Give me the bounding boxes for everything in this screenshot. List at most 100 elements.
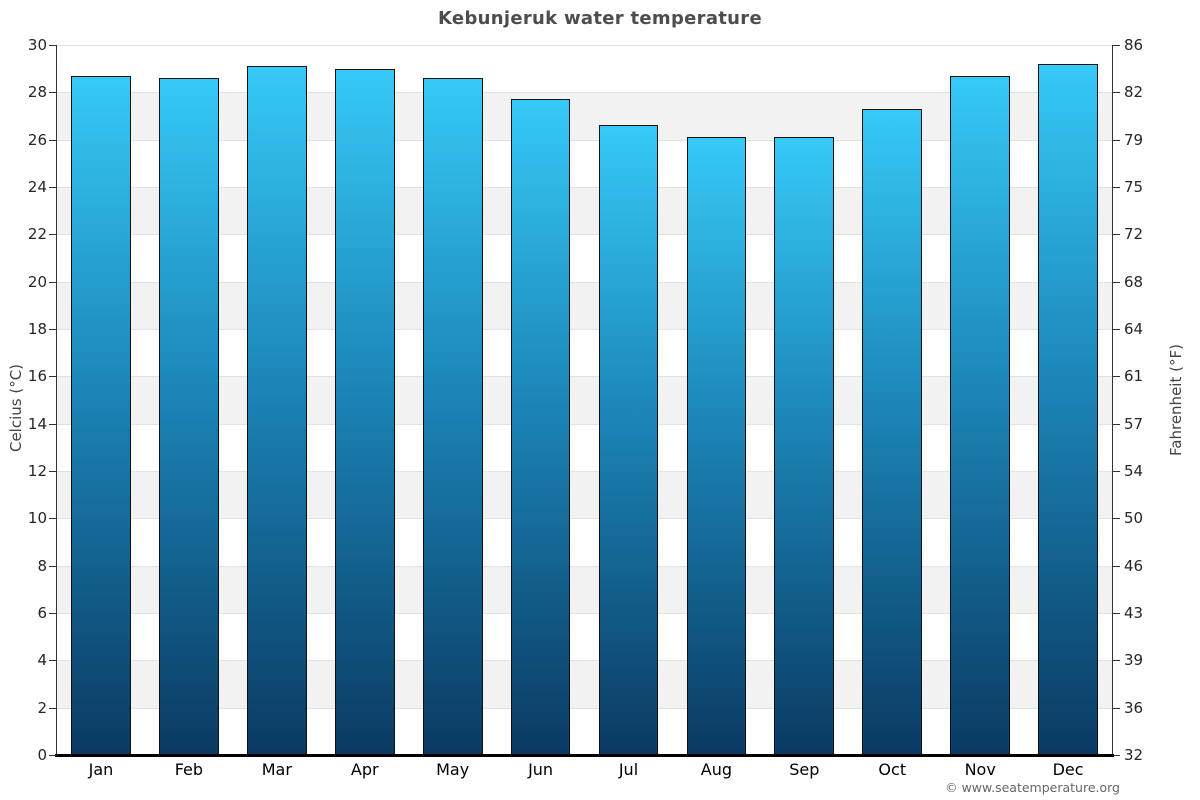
grid-band <box>57 707 1112 755</box>
month-label-jul: Jul <box>618 760 639 779</box>
temperature-bar-mar <box>246 66 307 755</box>
grid-band <box>57 92 1112 140</box>
celsius-tick-mark <box>49 423 56 425</box>
month-labels: Jan Feb Mar Apr May Jun Jul Aug Sep Oct Nov Dec <box>57 760 1112 779</box>
celsius-tick-mark <box>49 565 56 567</box>
temperature-bar-jun <box>510 99 571 755</box>
temperature-bar-jan <box>71 75 131 755</box>
celsius-tick-label: 20 <box>27 272 47 291</box>
left-axis-line <box>56 45 57 755</box>
grid-band <box>57 423 1112 471</box>
month-label-feb: Feb <box>174 760 204 779</box>
grid-bands <box>57 45 1112 755</box>
celsius-tick-mark <box>49 92 56 94</box>
grid-band <box>57 518 1112 566</box>
grid-band <box>57 186 1112 235</box>
fahrenheit-tick-mark <box>1113 281 1120 283</box>
fahrenheit-tick-label: 86 <box>1124 36 1144 54</box>
month-label-mar: Mar <box>261 760 292 779</box>
fahrenheit-axis-label: Fahrenheit (°F) <box>1167 344 1185 456</box>
temperature-bar-dec <box>1038 63 1098 755</box>
celsius-tick-label: 8 <box>37 556 47 575</box>
fahrenheit-tick-mark <box>1113 755 1120 756</box>
chart-title: Kebunjeruk water temperature <box>438 8 762 29</box>
bar-series <box>57 45 1112 755</box>
celsius-tick-label: 10 <box>27 509 47 528</box>
bar-slot <box>672 45 760 755</box>
celsius-tick-mark <box>49 613 56 614</box>
celsius-axis-label: Celcius (°C) <box>7 363 25 453</box>
fahrenheit-tick-label: 50 <box>1124 509 1144 528</box>
bar-slot <box>233 45 321 755</box>
fahrenheit-tick-mark <box>1113 187 1120 188</box>
celsius-tick-mark <box>49 471 56 472</box>
fahrenheit-tick-label: 43 <box>1124 604 1144 622</box>
fahrenheit-tick-mark <box>1113 518 1120 520</box>
grid-band <box>57 660 1112 708</box>
fahrenheit-tick-mark <box>1113 471 1120 472</box>
fahrenheit-tick-label: 39 <box>1124 651 1144 670</box>
grid-band <box>57 612 1112 661</box>
celsius-tick-mark <box>49 329 56 330</box>
fahrenheit-tick-label: 61 <box>1124 367 1144 386</box>
fahrenheit-tick-label: 82 <box>1124 83 1144 102</box>
celsius-tick-mark <box>49 518 56 520</box>
temperature-bar-aug <box>686 137 747 755</box>
celsius-tick-label: 30 <box>27 36 47 54</box>
month-label-aug: Aug <box>700 760 733 779</box>
fahrenheit-tick-mark <box>1113 329 1120 330</box>
celsius-tick-label: 18 <box>27 320 47 338</box>
x-axis-baseline <box>55 754 1114 757</box>
fahrenheit-tick-mark <box>1113 565 1120 567</box>
grid-band <box>57 565 1112 613</box>
temperature-bar-feb <box>158 78 219 755</box>
fahrenheit-tick-mark <box>1113 45 1120 46</box>
bar-slot <box>145 45 233 755</box>
month-label-jan: Jan <box>88 760 114 779</box>
month-label-sep: Sep <box>789 760 820 779</box>
celsius-tick-label: 0 <box>37 746 47 764</box>
fahrenheit-tick-mark <box>1113 92 1120 94</box>
celsius-tick-mark <box>49 660 56 662</box>
month-label-oct: Oct <box>878 760 907 779</box>
bar-slot <box>321 45 409 755</box>
grid-band <box>57 139 1112 187</box>
celsius-tick-label: 6 <box>37 604 47 622</box>
temperature-bar-may <box>422 78 483 755</box>
temperature-bar-nov <box>950 75 1011 755</box>
celsius-tick-mark <box>49 139 56 141</box>
fahrenheit-tick-label: 57 <box>1124 414 1144 433</box>
fahrenheit-tick-label: 72 <box>1124 225 1144 244</box>
fahrenheit-tick-mark <box>1113 376 1120 378</box>
celsius-tick-label: 12 <box>27 462 47 480</box>
celsius-tick-label: 2 <box>37 698 47 717</box>
fahrenheit-tick-label: 79 <box>1124 130 1144 149</box>
celsius-tick-label: 22 <box>27 225 47 244</box>
fahrenheit-tick-mark <box>1113 139 1120 141</box>
bar-slot <box>57 45 145 755</box>
grid-band <box>57 45 1112 93</box>
celsius-tick-label: 24 <box>27 178 47 196</box>
celsius-tick-mark <box>49 234 56 236</box>
grid-band <box>57 470 1112 519</box>
month-label-apr: Apr <box>350 760 379 779</box>
plot-area: 0 32 2 36 4 39 6 43 8 46 10 50 12 54 14 57 16 61 18 64 20 68 2… <box>28 36 1143 764</box>
bar-slot <box>1024 45 1112 755</box>
celsius-tick-mark <box>49 281 56 283</box>
grid-band <box>57 281 1112 329</box>
fahrenheit-tick-mark <box>1113 660 1120 662</box>
fahrenheit-tick-label: 68 <box>1124 272 1144 291</box>
fahrenheit-tick-mark <box>1113 234 1120 236</box>
grid-band <box>57 376 1112 424</box>
bar-slot <box>848 45 936 755</box>
celsius-tick-label: 4 <box>37 651 47 670</box>
fahrenheit-tick-mark <box>1113 707 1120 709</box>
fahrenheit-tick-mark <box>1113 613 1120 614</box>
month-label-may: May <box>436 760 470 779</box>
bar-slot <box>760 45 848 755</box>
month-label-dec: Dec <box>1052 760 1084 779</box>
celsius-tick-mark <box>49 187 56 188</box>
grid-band <box>57 328 1112 377</box>
celsius-tick-mark <box>49 376 56 378</box>
month-label-nov: Nov <box>964 760 996 779</box>
